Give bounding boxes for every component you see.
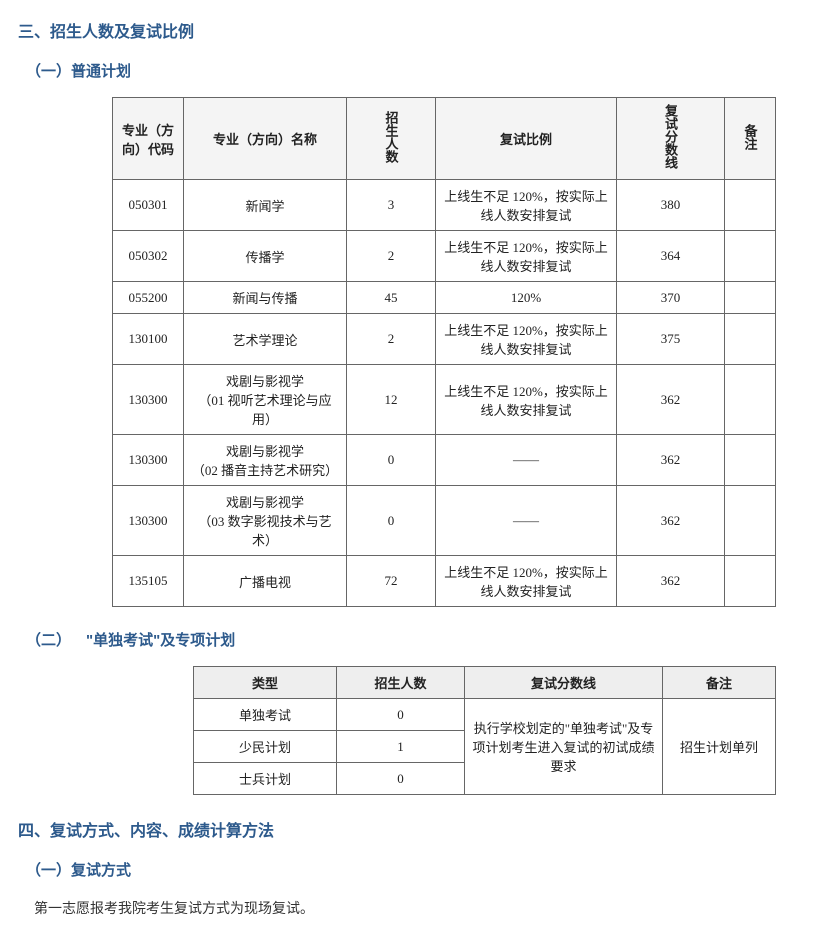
cell-score: 375 (617, 314, 725, 365)
cell-ratio: 120% (436, 282, 617, 314)
cell-code: 130300 (113, 365, 184, 435)
cell-note (725, 486, 776, 556)
cell-score: 362 (617, 435, 725, 486)
table-1-wrap: 专业（方向）代码 专业（方向）名称 招生人数 复试比例 复试分数线 备注 050… (18, 97, 796, 607)
section-4-1-body: 第一志愿报考我院考生复试方式为现场复试。 (34, 898, 796, 918)
table-row: 130100艺术学理论2上线生不足 120%，按实际上线人数安排复试375 (113, 314, 776, 365)
cell-count: 45 (347, 282, 436, 314)
cell-note (725, 556, 776, 607)
section-3-title: 三、招生人数及复试比例 (18, 18, 796, 42)
cell-note (725, 231, 776, 282)
cell-ratio: —— (436, 435, 617, 486)
cell-name: 艺术学理论 (184, 314, 347, 365)
cell-ratio: 上线生不足 120%，按实际上线人数安排复试 (436, 231, 617, 282)
table-row: 050302传播学2上线生不足 120%，按实际上线人数安排复试364 (113, 231, 776, 282)
cell-name: 新闻学 (184, 180, 347, 231)
section-3-1-title: （一）普通计划 (26, 60, 796, 81)
th-score: 复试分数线 (617, 98, 725, 180)
cell-ratio: 上线生不足 120%，按实际上线人数安排复试 (436, 365, 617, 435)
th-code: 专业（方向）代码 (113, 98, 184, 180)
cell-name: 戏剧与影视学（02 播音主持艺术研究） (184, 435, 347, 486)
cell-count: 1 (337, 731, 465, 763)
cell-code: 055200 (113, 282, 184, 314)
cell-name: 广播电视 (184, 556, 347, 607)
th2-type: 类型 (194, 667, 337, 699)
cell-score: 380 (617, 180, 725, 231)
cell-ratio: 上线生不足 120%，按实际上线人数安排复试 (436, 314, 617, 365)
cell-count: 12 (347, 365, 436, 435)
table-row: 单独考试 0 执行学校划定的"单独考试"及专项计划考生进入复试的初试成绩要求 招… (194, 699, 776, 731)
cell-score: 362 (617, 365, 725, 435)
table-row: 055200新闻与传播45120%370 (113, 282, 776, 314)
cell-ratio: 上线生不足 120%，按实际上线人数安排复试 (436, 556, 617, 607)
table-row: 130300戏剧与影视学（03 数字影视技术与艺术）0——362 (113, 486, 776, 556)
cell-code: 050302 (113, 231, 184, 282)
cell-count: 2 (347, 314, 436, 365)
cell-name: 传播学 (184, 231, 347, 282)
th-note: 备注 (725, 98, 776, 180)
cell-note-merged: 招生计划单列 (663, 699, 776, 795)
section-4-title: 四、复试方式、内容、成绩计算方法 (18, 817, 796, 841)
th2-score: 复试分数线 (465, 667, 663, 699)
th-name: 专业（方向）名称 (184, 98, 347, 180)
section-3-2-title: （二） "单独考试"及专项计划 (26, 629, 796, 650)
cell-code: 135105 (113, 556, 184, 607)
th-count: 招生人数 (347, 98, 436, 180)
cell-ratio: —— (436, 486, 617, 556)
cell-count: 3 (347, 180, 436, 231)
table-row: 135105广播电视72上线生不足 120%，按实际上线人数安排复试362 (113, 556, 776, 607)
cell-name: 戏剧与影视学（03 数字影视技术与艺术） (184, 486, 347, 556)
cell-code: 130300 (113, 435, 184, 486)
cell-code: 130300 (113, 486, 184, 556)
cell-name: 戏剧与影视学（01 视听艺术理论与应用） (184, 365, 347, 435)
cell-note (725, 365, 776, 435)
table-row: 130300戏剧与影视学（02 播音主持艺术研究）0——362 (113, 435, 776, 486)
cell-ratio: 上线生不足 120%，按实际上线人数安排复试 (436, 180, 617, 231)
cell-note (725, 180, 776, 231)
cell-type: 单独考试 (194, 699, 337, 731)
th-ratio: 复试比例 (436, 98, 617, 180)
cell-score: 370 (617, 282, 725, 314)
cell-note (725, 435, 776, 486)
cell-note (725, 314, 776, 365)
cell-count: 0 (347, 435, 436, 486)
cell-count: 0 (337, 763, 465, 795)
cell-count: 0 (347, 486, 436, 556)
table-row: 050301新闻学3上线生不足 120%，按实际上线人数安排复试380 (113, 180, 776, 231)
cell-type: 士兵计划 (194, 763, 337, 795)
section-4-1-title: （一）复试方式 (26, 859, 796, 880)
cell-count: 2 (347, 231, 436, 282)
cell-name: 新闻与传播 (184, 282, 347, 314)
table-2-wrap: 类型 招生人数 复试分数线 备注 单独考试 0 执行学校划定的"单独考试"及专项… (18, 666, 796, 795)
cell-count: 72 (347, 556, 436, 607)
th2-count: 招生人数 (337, 667, 465, 699)
cell-score: 364 (617, 231, 725, 282)
cell-score: 362 (617, 486, 725, 556)
cell-score: 362 (617, 556, 725, 607)
th2-note: 备注 (663, 667, 776, 699)
cell-score-merged: 执行学校划定的"单独考试"及专项计划考生进入复试的初试成绩要求 (465, 699, 663, 795)
special-plan-table: 类型 招生人数 复试分数线 备注 单独考试 0 执行学校划定的"单独考试"及专项… (193, 666, 776, 795)
cell-code: 050301 (113, 180, 184, 231)
cell-type: 少民计划 (194, 731, 337, 763)
table-row: 130300戏剧与影视学（01 视听艺术理论与应用）12上线生不足 120%，按… (113, 365, 776, 435)
admissions-table: 专业（方向）代码 专业（方向）名称 招生人数 复试比例 复试分数线 备注 050… (112, 97, 776, 607)
cell-note (725, 282, 776, 314)
cell-count: 0 (337, 699, 465, 731)
cell-code: 130100 (113, 314, 184, 365)
